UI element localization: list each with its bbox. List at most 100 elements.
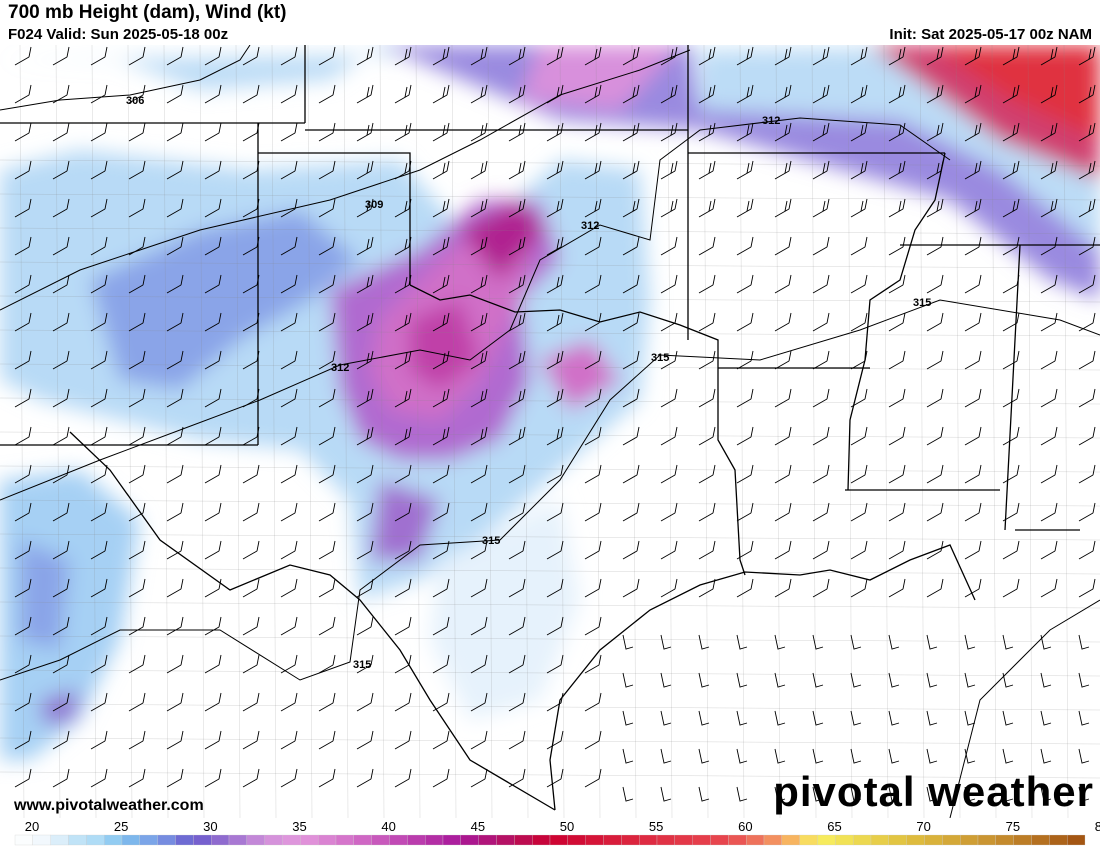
wind-barb xyxy=(166,730,184,750)
wind-barb xyxy=(774,578,792,598)
colorbar-cell xyxy=(86,834,105,846)
wind-barb xyxy=(1040,84,1058,104)
wind-barb xyxy=(128,350,146,370)
wind-barb xyxy=(204,730,222,750)
wind-barb xyxy=(774,388,792,408)
wind-barb xyxy=(508,768,526,788)
wind-barb xyxy=(622,236,640,256)
wind-barb xyxy=(926,388,944,408)
wind-barb xyxy=(888,198,906,218)
wind-barb xyxy=(356,274,374,294)
colorbar-tick-label: 50 xyxy=(560,819,574,834)
wind-barb xyxy=(204,768,222,788)
wind-barb xyxy=(926,464,944,484)
wind-barb xyxy=(394,122,412,142)
wind-barb xyxy=(926,198,944,218)
wind-barb xyxy=(736,46,754,66)
wind-barb xyxy=(318,236,336,256)
wind-barb xyxy=(204,426,222,446)
wind-barb xyxy=(964,312,982,332)
wind-barb xyxy=(774,540,792,560)
wind-barb xyxy=(926,312,944,332)
wind-barb xyxy=(660,672,672,688)
wind-barb xyxy=(660,388,678,408)
wind-barb xyxy=(622,786,634,802)
wind-barb xyxy=(432,274,450,294)
wind-barb xyxy=(52,312,70,332)
wind-barb xyxy=(736,464,754,484)
contour-label: 315 xyxy=(482,535,500,547)
wind-barb xyxy=(356,616,374,636)
wind-barb xyxy=(394,654,412,674)
wind-barb xyxy=(812,426,830,446)
wind-barb xyxy=(394,730,412,750)
wind-barb xyxy=(964,786,976,802)
wind-barb xyxy=(812,748,824,764)
wind-barb xyxy=(128,122,146,142)
wind-barb xyxy=(1078,672,1090,688)
wind-barb xyxy=(812,634,824,650)
wind-barb xyxy=(128,84,146,104)
wind-barb xyxy=(356,84,374,104)
wind-barb xyxy=(508,616,526,636)
wind-barb xyxy=(166,464,184,484)
wind-barb xyxy=(242,578,260,598)
colorbar-cell xyxy=(14,834,33,846)
wind-barb xyxy=(318,350,336,370)
wind-barb xyxy=(280,578,298,598)
wind-barb xyxy=(204,312,222,332)
colorbar-cell xyxy=(621,834,640,846)
wind-barb xyxy=(698,388,716,408)
wind-barb xyxy=(128,464,146,484)
wind-barb xyxy=(1078,748,1090,764)
wind-barb xyxy=(622,672,634,688)
wind-barb xyxy=(508,730,526,750)
wind-barb xyxy=(622,426,640,446)
wind-barb xyxy=(660,312,678,332)
wind-barb xyxy=(204,464,222,484)
wind-barb xyxy=(546,84,564,104)
wind-barb xyxy=(242,84,260,104)
wind-barb xyxy=(128,312,146,332)
wind-barb xyxy=(52,616,70,636)
wind-barb xyxy=(546,768,564,788)
wind-barb xyxy=(964,710,976,726)
wind-barb xyxy=(470,730,488,750)
wind-barb xyxy=(888,540,906,560)
wind-barb xyxy=(90,692,108,712)
map-canvas[interactable]: 306 309 312 312 312 312 315 315 315 315 xyxy=(0,45,1100,818)
wind-barb xyxy=(812,274,830,294)
wind-barb xyxy=(812,122,830,142)
contour-label: 312 xyxy=(762,115,780,127)
wind-barb xyxy=(698,350,716,370)
wind-barb xyxy=(1078,122,1096,142)
wind-barb xyxy=(774,426,792,446)
wind-barb xyxy=(774,46,792,66)
wind-barb xyxy=(736,786,748,802)
colorbar-tick-label: 55 xyxy=(649,819,663,834)
wind-barb xyxy=(90,46,108,66)
colorbar-cell xyxy=(549,834,568,846)
wind-barb xyxy=(242,312,260,332)
wind-barb xyxy=(888,236,906,256)
colorbar-cell xyxy=(121,834,140,846)
wind-barb xyxy=(850,312,868,332)
wind-barb xyxy=(204,236,222,256)
wind-barb xyxy=(242,616,260,636)
colorbar-cell xyxy=(478,834,497,846)
wind-barb xyxy=(964,122,982,142)
wind-barb xyxy=(698,748,710,764)
wind-barb xyxy=(736,540,754,560)
wind-barb xyxy=(470,84,488,104)
wind-barb xyxy=(774,312,792,332)
wind-barb xyxy=(356,730,374,750)
wind-barb xyxy=(204,350,222,370)
wind-barb xyxy=(698,540,716,560)
wind-barb xyxy=(622,46,640,66)
wind-barb xyxy=(242,426,260,446)
wind-barb xyxy=(1002,578,1020,598)
website-url[interactable]: www.pivotalweather.com xyxy=(14,797,204,814)
wind-barb xyxy=(660,578,678,598)
wind-barb xyxy=(774,672,786,688)
wind-barb xyxy=(584,578,602,598)
